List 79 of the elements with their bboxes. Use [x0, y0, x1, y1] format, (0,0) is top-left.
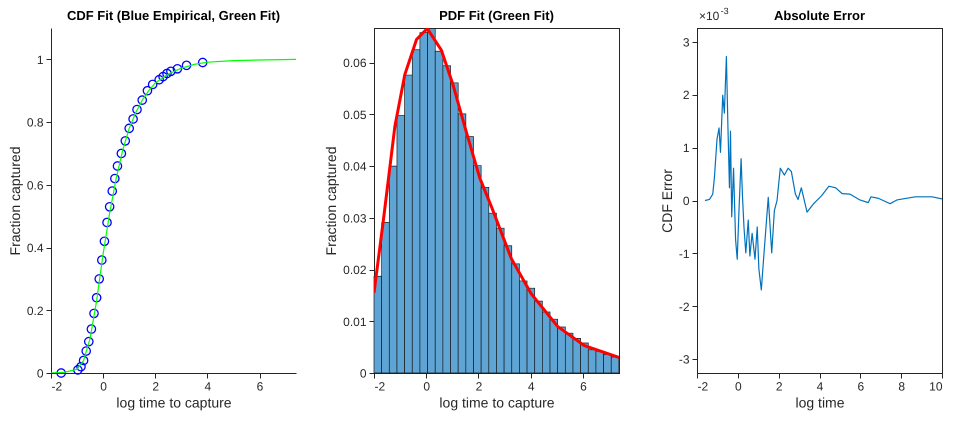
x-axis-title: log time to capture: [116, 394, 232, 410]
x-axis-title: log time: [795, 394, 845, 410]
point: [198, 58, 208, 68]
y-tick-label: 0.04: [343, 160, 367, 174]
x-tick-label: 4: [816, 380, 824, 394]
y-tick-label: -1: [678, 246, 690, 261]
x-tick-label: 4: [528, 380, 535, 394]
y-tick-label: 0.05: [343, 108, 367, 122]
point: [148, 80, 158, 90]
y-tick-label: 0.03: [343, 211, 367, 226]
point: [124, 124, 134, 134]
point: [132, 104, 142, 114]
point: [81, 346, 92, 356]
y-tick-label: -2: [678, 300, 690, 314]
y-tick-label: 0.8: [26, 116, 44, 130]
point: [142, 86, 152, 96]
y-tick-label: 0.01: [343, 314, 367, 329]
point: [166, 66, 176, 76]
x-tick-label: 6: [857, 380, 864, 394]
y-tick-label: 2: [682, 88, 690, 102]
y-tick-label: 1: [36, 52, 44, 67]
y-tick-label: 0: [360, 366, 367, 380]
point: [154, 74, 164, 85]
y-tick-label: -3: [678, 352, 690, 367]
point: [162, 68, 172, 78]
chart-title: Absolute Error: [774, 8, 866, 23]
point: [182, 60, 192, 70]
y-tick-label: 0: [36, 366, 44, 380]
y-tick-label: 1: [682, 141, 690, 156]
x-tick-label: 4: [204, 380, 212, 394]
point: [104, 202, 114, 212]
x-tick-label: 8: [898, 380, 906, 394]
point: [56, 368, 66, 378]
point: [76, 362, 86, 372]
x-tick-label: 2: [476, 380, 483, 394]
y-axis-title: Fraction captured: [323, 146, 340, 256]
x-tick-label: 2: [776, 380, 783, 394]
y-tick-label: 3: [682, 35, 690, 50]
y-tick-label: 0.4: [26, 241, 44, 256]
point: [94, 274, 104, 284]
x-tick-label: 0: [734, 380, 742, 394]
point: [116, 148, 126, 158]
point: [107, 186, 118, 196]
x-tick-label: -2: [698, 380, 708, 394]
y-tick-label: 0: [682, 194, 690, 208]
x-axis-title: log time to capture: [439, 394, 555, 410]
point: [73, 365, 83, 375]
point: [100, 236, 110, 246]
y-tick-label: 0.6: [26, 178, 44, 192]
point: [120, 136, 130, 146]
y-tick-label: 0.02: [343, 263, 367, 278]
x-tick-label: 0: [423, 380, 430, 394]
point: [137, 95, 148, 105]
x-tick-label: -2: [52, 380, 62, 394]
x-tick-label: 6: [256, 380, 264, 394]
y-tick-label: 0.06: [343, 56, 367, 70]
point: [96, 255, 107, 265]
point: [78, 356, 88, 366]
point: [112, 161, 122, 171]
x-tick-label: 0: [100, 380, 108, 394]
point: [128, 114, 138, 124]
y-axis-title: Fraction captured: [6, 146, 23, 256]
x-tick-label: 10: [929, 380, 943, 394]
point: [110, 174, 120, 184]
line-series: [704, 56, 942, 291]
y-tick-label: 0.2: [26, 304, 44, 318]
point: [92, 292, 102, 303]
point: [102, 218, 112, 228]
point: [89, 308, 99, 318]
x-tick-label: 2: [152, 380, 160, 394]
point: [84, 336, 94, 346]
x-tick-label: -2: [374, 380, 386, 394]
point: [172, 64, 182, 74]
x-tick-label: 6: [580, 380, 588, 394]
chart-title: CDF Fit (Blue Empirical, Green Fit): [66, 8, 280, 23]
chart-title: PDF Fit (Green Fit): [439, 8, 554, 23]
point: [86, 324, 96, 334]
point: [158, 72, 168, 82]
y-axis-title: CDF Error: [658, 168, 675, 233]
